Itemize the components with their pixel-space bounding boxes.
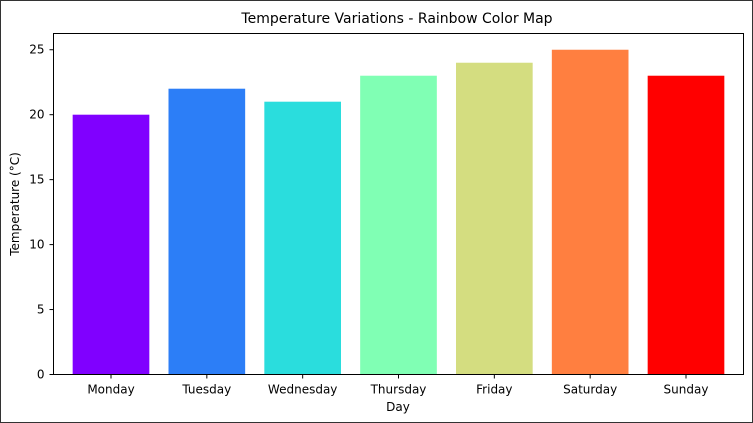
y-tick-label: 5 [37,303,45,317]
x-tick-label: Thursday [370,383,427,397]
x-tick-label: Monday [87,383,134,397]
y-tick-label: 0 [37,368,45,382]
bar-tuesday [168,88,246,375]
x-tick-label: Tuesday [181,383,231,397]
bar-saturday [551,49,629,375]
y-tick-label: 15 [29,173,44,187]
x-tick-label: Sunday [664,383,709,397]
x-tick-label: Wednesday [268,383,337,397]
bar-friday [456,62,533,375]
y-tick-label: 20 [29,108,44,122]
x-tick-label: Friday [476,383,512,397]
y-tick-label: 25 [29,43,44,57]
x-tick-label: Saturday [563,383,617,397]
y-axis-ticks: 0 5 10 15 20 25 [29,43,54,382]
y-tick-label: 10 [29,238,44,252]
bar-wednesday [264,101,341,375]
x-axis-ticks: Monday Tuesday Wednesday Thursday Friday Satu… [87,374,709,397]
plot-area-border [53,33,744,375]
chart-title: Temperature Variations - Rainbow Color M… [240,11,552,27]
y-axis-label: Temperature (°C) [8,152,22,257]
bars-group [72,49,725,375]
bar-sunday [647,75,725,375]
bar-monday [72,114,150,375]
bar-thursday [360,75,437,375]
x-axis-label: Day [386,400,410,414]
